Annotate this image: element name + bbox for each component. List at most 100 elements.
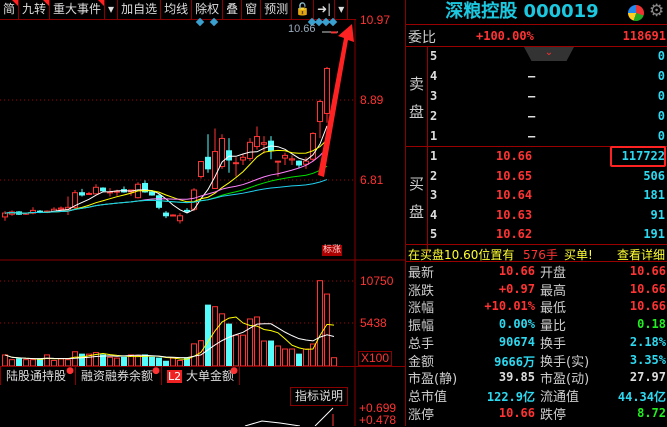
sell-level-4[interactable]: 4–0	[430, 69, 665, 83]
volume-bar	[226, 323, 232, 367]
tab-margin[interactable]: 融资融券余额 ●	[76, 366, 162, 385]
limit-up-tag: 标涨	[322, 245, 343, 256]
tab-big-order[interactable]: L2 大单金额 ●	[162, 366, 240, 385]
candle	[170, 214, 176, 217]
candle	[184, 209, 190, 212]
jump-end-icon[interactable]: ➜|	[314, 0, 336, 20]
volume-bar	[16, 358, 22, 367]
volume-bar	[2, 354, 8, 367]
candle	[296, 160, 302, 166]
toolbar-button[interactable]: 预测	[261, 0, 293, 20]
stat-row: 最新 10.66 开盘 10.66	[408, 264, 666, 281]
candle	[254, 136, 260, 148]
candle	[261, 142, 267, 145]
volume-bar	[240, 334, 246, 367]
indicator-line	[314, 407, 334, 426]
volume-bar	[275, 345, 281, 367]
volume-bar	[205, 304, 211, 367]
volume-bar	[254, 316, 260, 367]
buy-level-5[interactable]: 5 10.62 191	[430, 227, 665, 241]
tab-hk-connect[interactable]: 陆股通持股 ●	[0, 366, 76, 385]
annotation-arrow-icon	[318, 24, 354, 177]
toolbar-button[interactable]: 叠	[223, 0, 243, 20]
stat-row: 金额 9666万 换手(实) 3.35%	[408, 352, 666, 370]
candle	[240, 156, 246, 161]
toolbar-button[interactable]: 除权	[192, 0, 224, 20]
event-diamond-icon	[321, 17, 331, 27]
candle	[205, 156, 211, 170]
buy-level-2[interactable]: 2 10.65 506	[430, 168, 665, 183]
volume-bar	[58, 358, 64, 367]
volume-bar	[282, 348, 288, 367]
toolbar-button[interactable]: 重大事件	[50, 0, 106, 20]
indicator-line	[244, 420, 301, 426]
sell-level-2[interactable]: 2–0	[430, 109, 665, 123]
candle	[219, 137, 225, 168]
volume-bar	[261, 340, 267, 367]
volume-bar	[324, 293, 330, 367]
toolbar-button[interactable]: ▾	[335, 0, 349, 20]
volume-bar	[37, 358, 43, 367]
stat-row: 涨跌 +0.97 最高 10.66	[408, 281, 666, 299]
toolbar-button[interactable]: 九转	[19, 0, 51, 20]
weibi-label: 委比	[408, 30, 436, 46]
chart-toolbar: 简九转 重大事件 ▾ 加自选 均线 除权叠窗预测 🔓 ➜| ▾	[0, 0, 356, 20]
volume-bar	[79, 353, 85, 367]
stat-row: 市盈(静) 39.85 市盈(动) 27.97	[408, 370, 666, 388]
volume-axis-label: 5438	[360, 316, 387, 330]
stat-row: 涨幅 +10.01% 最低 10.66	[408, 299, 666, 317]
volume-axis-label: 10750	[360, 274, 394, 288]
buy-label: 买盘	[409, 175, 425, 221]
volume-unit: X100	[358, 351, 393, 366]
candle	[93, 186, 99, 195]
candle	[2, 212, 8, 218]
kline-chart[interactable]	[0, 0, 405, 426]
view-details-link[interactable]: 查看详细	[616, 248, 665, 262]
big-order-notice[interactable]: 在买盘10.60位置有 576手 买单! 查看详细	[408, 248, 665, 262]
toolbar-button[interactable]: 简	[0, 0, 20, 20]
price-axis-label: 10.97	[360, 13, 391, 27]
sell-level-1[interactable]: 1–0	[430, 129, 665, 143]
volume-bar	[121, 356, 127, 367]
buy-level-1[interactable]: 1 10.66 117722	[430, 149, 665, 163]
candle	[282, 154, 288, 159]
candle	[79, 192, 85, 196]
ma5-line	[4, 125, 328, 214]
candle	[72, 192, 78, 208]
candle	[86, 192, 92, 195]
ma10-line	[4, 139, 328, 214]
candle	[156, 195, 162, 208]
candle	[142, 182, 148, 193]
stat-row: 总市值 122.9亿 流通值 44.34亿	[408, 389, 666, 405]
buy-level-3[interactable]: 3 10.64 181	[430, 188, 665, 202]
toolbar-button[interactable]: ▾	[105, 0, 119, 20]
candle	[233, 162, 239, 165]
sell-level-3[interactable]: 3–0	[430, 89, 665, 103]
stat-row: 振幅 0.00% 量比 0.18	[408, 317, 666, 335]
last-price-marker: 10.66	[288, 23, 316, 35]
pie-chart-icon[interactable]	[628, 5, 644, 21]
indicator-help-button[interactable]: 指标说明	[290, 387, 348, 406]
event-diamond-icon	[195, 17, 205, 27]
stat-row: 涨停 10.66 跌停 8.72	[408, 405, 666, 423]
volume-bar	[107, 356, 113, 367]
event-diamond-icon	[328, 17, 338, 27]
candle	[212, 151, 218, 189]
candle	[177, 215, 183, 222]
toolbar-button[interactable]: 加自选	[118, 0, 162, 20]
candle	[58, 207, 64, 210]
volume-bar	[51, 359, 57, 367]
lock-icon[interactable]: 🔓	[292, 0, 315, 20]
buy-level-4[interactable]: 4 10.63 91	[430, 207, 665, 222]
gear-icon[interactable]: ⚙	[649, 1, 665, 21]
candle	[275, 160, 281, 163]
candle	[100, 187, 106, 192]
toolbar-button[interactable]: 均线	[161, 0, 193, 20]
highlight-box	[610, 146, 666, 167]
volume-bar	[296, 353, 302, 367]
collapse-chevron-icon[interactable]: ⌄	[524, 47, 574, 61]
toolbar-button[interactable]: 窗	[242, 0, 262, 20]
stock-title: 深粮控股 000019	[445, 1, 599, 22]
candle	[163, 212, 169, 217]
